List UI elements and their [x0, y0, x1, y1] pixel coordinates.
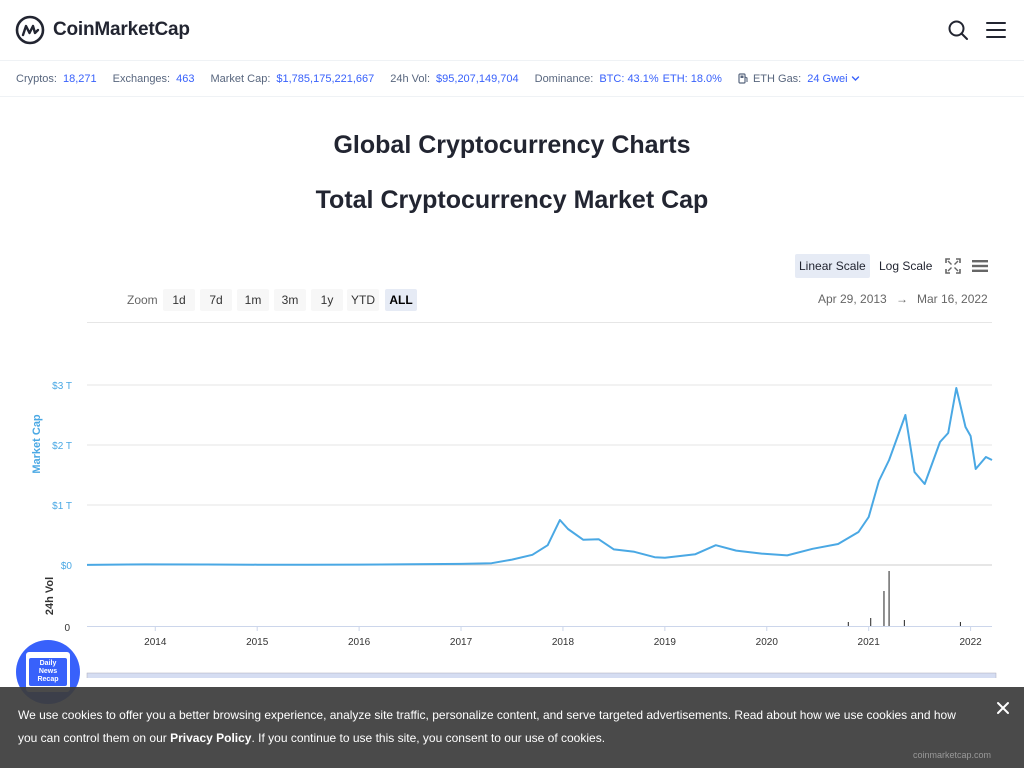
coinmarketcap-logo-icon: [15, 15, 45, 45]
x-tick-label: 2022: [959, 637, 982, 648]
stat-label: Market Cap:: [210, 72, 271, 85]
zoom-button-1y[interactable]: 1y: [311, 289, 343, 311]
chart-title: Total Cryptocurrency Market Cap: [315, 186, 709, 214]
global-stats-bar: Cryptos: 18,271 Exchanges: 463 Market Ca…: [0, 61, 1024, 97]
chart-credit: coinmarketcap.com: [913, 750, 992, 760]
stat-value-link[interactable]: $95,207,149,704: [436, 72, 519, 85]
x-tick-label: 2017: [450, 637, 473, 648]
stat-value-link[interactable]: 24 Gwei: [807, 72, 848, 85]
vol-tick-label: 0: [64, 623, 70, 634]
menu-icon[interactable]: [985, 19, 1007, 41]
page-title: Global Cryptocurrency Charts: [333, 131, 691, 159]
cookie-text: We use cookies to offer you a better bro…: [18, 708, 956, 745]
fullscreen-icon[interactable]: [944, 257, 962, 275]
stat-eth-gas: ETH Gas: 24 Gwei: [738, 73, 860, 85]
top-header: CoinMarketCap: [0, 0, 1024, 61]
stat-label: Dominance:: [534, 72, 594, 85]
vol-axis-label: 24h Vol: [44, 577, 56, 615]
x-tick-label: 2020: [756, 637, 779, 648]
range-start-date[interactable]: Apr 29, 2013: [818, 292, 887, 306]
stat-dominance: Dominance: BTC: 43.1% ETH: 18.0%: [535, 73, 722, 85]
close-icon[interactable]: [995, 700, 1011, 716]
stat-label: ETH Gas:: [752, 72, 802, 85]
zoom-button-1m[interactable]: 1m: [237, 289, 269, 311]
x-tick-label: 2014: [144, 637, 167, 648]
stat-value-link[interactable]: BTC: 43.1%: [599, 72, 659, 85]
y-tick-label: $3 T: [52, 381, 72, 392]
stat-24h-vol: 24h Vol: $95,207,149,704: [390, 73, 518, 85]
logo[interactable]: CoinMarketCap: [15, 15, 190, 45]
x-tick-label: 2015: [246, 637, 269, 648]
zoom-button-1d[interactable]: 1d: [163, 289, 195, 311]
market-cap-chart[interactable]: $0 $1 T $2 T $3 T Market Cap 24h Vol 0 2014 2015…: [0, 322, 1024, 717]
y-tick-label: $0: [61, 561, 73, 572]
zoom-button-all[interactable]: ALL: [385, 289, 417, 311]
range-arrow: →: [896, 292, 908, 306]
market-cap-line: [86, 387, 993, 566]
stat-value-link[interactable]: ETH: 18.0%: [662, 72, 722, 85]
privacy-policy-link[interactable]: Privacy Policy: [170, 731, 252, 745]
zoom-button-7d[interactable]: 7d: [200, 289, 232, 311]
y-axis-label: Market Cap: [31, 414, 43, 474]
brand-name: CoinMarketCap: [53, 19, 190, 40]
x-tick-label: 2018: [552, 637, 575, 648]
stat-label: Exchanges:: [112, 72, 171, 85]
log-scale-button[interactable]: Log Scale: [879, 259, 933, 273]
linear-scale-button[interactable]: Linear Scale: [795, 254, 870, 278]
range-end-date[interactable]: Mar 16, 2022: [917, 292, 988, 306]
film-icon: Daily News Recap: [26, 652, 70, 692]
stat-label: 24h Vol:: [390, 72, 431, 85]
chart-menu-icon[interactable]: [971, 257, 989, 275]
cookie-banner: We use cookies to offer you a better bro…: [0, 687, 1024, 768]
search-icon[interactable]: [947, 19, 969, 41]
chevron-down-icon[interactable]: [851, 74, 860, 83]
navigator-range: [86, 672, 997, 717]
x-tick-label: 2016: [348, 637, 371, 648]
stat-market-cap: Market Cap: $1,785,175,221,667: [210, 73, 374, 85]
stat-exchanges: Exchanges: 463: [113, 73, 195, 85]
stat-cryptos: Cryptos: 18,271: [16, 73, 97, 85]
y-tick-label: $1 T: [52, 501, 72, 512]
gas-pump-icon: [738, 73, 748, 84]
stat-value-link[interactable]: 18,271: [62, 72, 97, 85]
x-tick-label: 2019: [654, 637, 677, 648]
chart-svg[interactable]: $0 $1 T $2 T $3 T Market Cap 24h Vol 0 2014 2015…: [0, 322, 1024, 717]
stat-value-link[interactable]: $1,785,175,221,667: [276, 72, 375, 85]
stat-value-link[interactable]: 463: [176, 72, 195, 85]
zoom-button-ytd[interactable]: YTD: [347, 289, 379, 311]
y-tick-label: $2 T: [52, 441, 72, 452]
stat-label: Cryptos:: [16, 72, 57, 85]
zoom-button-3m[interactable]: 3m: [274, 289, 306, 311]
cookie-text-end: . If you continue to use this site, you …: [251, 731, 606, 745]
zoom-label: Zoom: [127, 293, 158, 307]
badge-label: Daily News Recap: [29, 658, 67, 686]
x-tick-label: 2021: [858, 637, 881, 648]
